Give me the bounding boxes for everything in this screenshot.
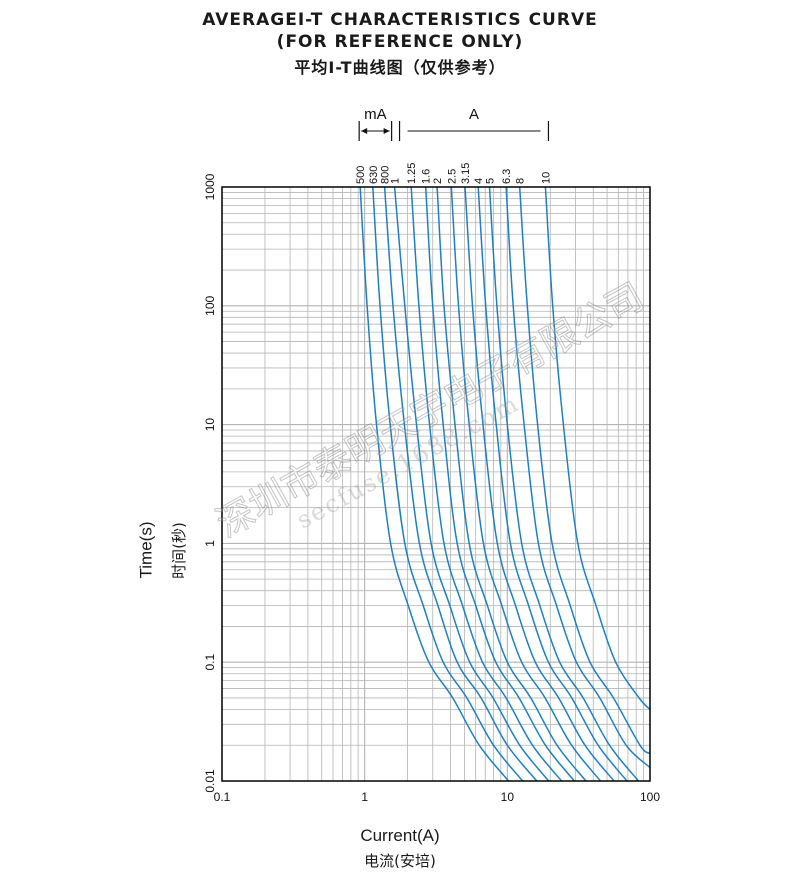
y-tick-label: 1 xyxy=(203,540,217,547)
series-label-800: 800 xyxy=(380,166,392,184)
series-label-1.25: 1.25 xyxy=(406,163,418,184)
curve-2 xyxy=(436,187,587,781)
series-label-5: 5 xyxy=(485,178,497,184)
curve-6.3 xyxy=(505,187,650,769)
curve-800 xyxy=(383,187,538,781)
series-label-2.5: 2.5 xyxy=(446,169,458,184)
y-tick-label: 10 xyxy=(203,418,217,432)
range-label-ma: mA xyxy=(364,106,387,123)
y-tick-label: 1000 xyxy=(203,173,217,200)
curve-630 xyxy=(372,187,524,781)
series-label-1.6: 1.6 xyxy=(421,169,433,184)
chart-title: AVERAGEI-T CHARACTERISTICS CURVE xyxy=(202,10,598,30)
chart-subtitle: (FOR REFERENCE ONLY) xyxy=(276,32,524,52)
x-tick-label: 100 xyxy=(640,790,660,804)
series-label-1: 1 xyxy=(390,178,402,184)
x-tick-label: 0.1 xyxy=(214,790,231,804)
curve-1.25 xyxy=(410,187,563,781)
series-label-3.15: 3.15 xyxy=(460,163,472,184)
x-axis-title: Current(A) xyxy=(360,826,440,845)
series-label-2: 2 xyxy=(432,178,444,184)
series-label-4: 4 xyxy=(473,178,485,184)
curve-2.5 xyxy=(450,187,602,781)
y-tick-label: 0.01 xyxy=(203,769,217,793)
range-label-a: A xyxy=(469,106,479,123)
current-range-indicator: mA A xyxy=(358,106,550,141)
curve-10 xyxy=(544,187,650,711)
curve-1.6 xyxy=(424,187,575,781)
curve-3.15 xyxy=(464,187,615,781)
series-label-630: 630 xyxy=(368,166,380,184)
curve-5 xyxy=(488,187,640,781)
y-axis-title: Time(s) xyxy=(136,521,156,579)
series-label-8: 8 xyxy=(515,178,527,184)
range-arrow-ma-left xyxy=(361,128,368,134)
chart-title-chinese: 平均I-T曲线图（仅供参考） xyxy=(294,58,506,77)
series-label-10: 10 xyxy=(540,172,552,184)
y-tick-label: 0.1 xyxy=(203,654,217,671)
x-tick-label: 10 xyxy=(501,790,515,804)
y-axis-title-chinese: 时间(秒) xyxy=(169,522,188,579)
series-label-500: 500 xyxy=(355,166,367,184)
curve-4 xyxy=(477,187,628,781)
range-arrow-ma-right xyxy=(383,128,390,134)
x-axis-title-chinese: 电流(安培) xyxy=(364,852,436,870)
curve-8 xyxy=(518,187,650,755)
y-tick-label: 100 xyxy=(203,295,217,315)
series-label-6.3: 6.3 xyxy=(501,169,513,184)
x-tick-label: 1 xyxy=(361,790,368,804)
curve-1 xyxy=(393,187,550,781)
plot-frame xyxy=(221,186,651,782)
curve-500 xyxy=(359,187,510,781)
